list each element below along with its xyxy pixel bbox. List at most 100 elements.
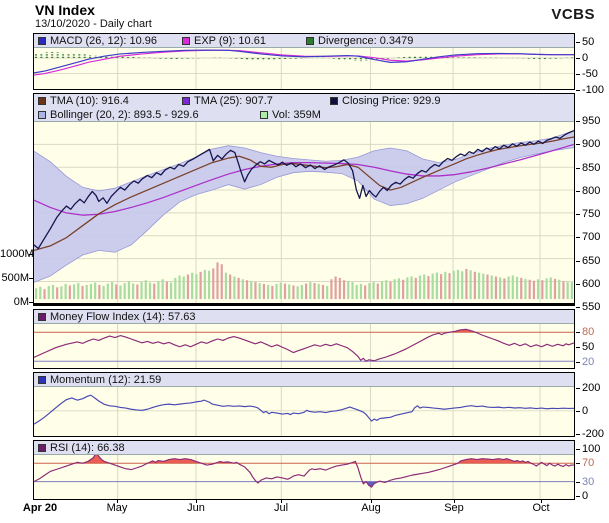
legend-item: TMA (25): 907.7 (182, 94, 273, 108)
y-axis-tick-label: 80 (582, 326, 595, 338)
y-axis-tick (576, 42, 580, 43)
y-axis-tick-label: 70 (582, 457, 595, 469)
y-axis-tick (576, 74, 580, 75)
page-title: VN Index (35, 2, 95, 18)
legend-separator (34, 121, 574, 122)
mfi-legend: Money Flow Index (14): 57.63 (34, 310, 574, 324)
legend-swatch-icon (38, 313, 46, 321)
price-legend: TMA (10): 916.4 TMA (25): 907.7 Closing Pr… (34, 94, 574, 108)
legend-swatch-icon (260, 111, 268, 119)
y-axis-tick-label: -100 (582, 84, 605, 96)
y-axis-tick-label: 0 (582, 52, 589, 64)
y-axis-tick (576, 482, 580, 483)
y-axis-tick (576, 434, 580, 435)
y-axis-tick-label: 700 (582, 231, 601, 243)
legend-label: Money Flow Index (14): 57.63 (50, 311, 196, 323)
y-axis-tick-label: 30 (582, 476, 595, 488)
y-axis-tick (576, 411, 580, 412)
x-axis-tick (117, 500, 118, 503)
x-axis-tick (196, 500, 197, 503)
y-axis-tick (576, 168, 580, 169)
x-axis-tick (281, 500, 282, 503)
y-axis-tick-label: -200 (582, 428, 605, 440)
legend-label: Momentum (12): 21.59 (50, 374, 162, 386)
x-axis-label: Oct (532, 502, 550, 514)
y-axis-tick-label: 650 (582, 255, 601, 267)
legend-item: Closing Price: 929.9 (330, 94, 440, 108)
macd-panel: MACD (26, 12): 10.96 EXP (9): 10.61 Diverg… (33, 33, 575, 90)
y-axis-tick-label: 850 (582, 162, 601, 174)
y-axis-tick (576, 463, 580, 464)
y-axis-tick (576, 388, 580, 389)
legend-swatch-icon (38, 444, 46, 452)
legend-label: Divergence: 0.3479 (318, 35, 414, 47)
y-axis-tick-label: 950 (582, 115, 601, 127)
x-axis-label: Jun (187, 502, 205, 514)
y-axis-tick (576, 144, 580, 145)
momentum-plot[interactable] (34, 373, 574, 436)
chart-subtitle: 13/10/2020 - Daily chart (35, 18, 152, 30)
legend-label: TMA (10): 916.4 (50, 95, 129, 107)
y-axis-tick-label: 200 (582, 382, 601, 394)
legend-item: Bollinger (20, 2): 893.5 - 929.6 (38, 108, 199, 122)
y-axis-tick-label: 50 (582, 36, 595, 48)
x-axis-label: Jul (273, 502, 289, 514)
y-axis-tick (576, 261, 580, 262)
price-plot[interactable] (34, 94, 574, 303)
momentum-legend: Momentum (12): 21.59 (34, 373, 574, 387)
y-axis-tick (576, 237, 580, 238)
y-axis-tick (576, 362, 580, 363)
rsi-panel: RSI (14): 66.38 (33, 440, 575, 500)
legend-separator (34, 454, 574, 455)
legend-item: Momentum (12): 21.59 (38, 373, 161, 387)
legend-label: Closing Price: 929.9 (342, 95, 441, 107)
volume-axis-tick (29, 278, 33, 279)
legend-separator (34, 47, 574, 48)
legend-label: EXP (9): 10.61 (194, 35, 266, 47)
volume-axis-tick (29, 302, 33, 303)
legend-label: Bollinger (20, 2): 893.5 - 929.6 (50, 109, 199, 121)
y-axis-tick-label: 800 (582, 185, 601, 197)
y-axis-tick (576, 496, 580, 497)
rsi-plot[interactable] (34, 441, 574, 499)
x-axis-label: Aug (361, 502, 381, 514)
x-axis-label: Sep (444, 502, 464, 514)
y-axis-tick (576, 284, 580, 285)
x-axis-tick (541, 500, 542, 503)
y-axis-tick-label: 550 (582, 301, 601, 313)
y-axis-tick (576, 332, 580, 333)
y-axis-tick (576, 191, 580, 192)
legend-item: RSI (14): 66.38 (38, 441, 125, 455)
legend-swatch-icon (38, 376, 46, 384)
y-axis-tick (576, 449, 580, 450)
mfi-panel: Money Flow Index (14): 57.63 (33, 309, 575, 369)
y-axis-tick-label: 20 (582, 356, 595, 368)
volume-axis-label: 1000M (0, 248, 34, 260)
x-axis-label: May (106, 502, 128, 514)
legend-swatch-icon (306, 37, 314, 45)
mfi-plot[interactable] (34, 310, 574, 368)
rsi-legend: RSI (14): 66.38 (34, 441, 574, 455)
macd-legend: MACD (26, 12): 10.96 EXP (9): 10.61 Diverg… (34, 34, 574, 48)
momentum-panel: Momentum (12): 21.59 (33, 372, 575, 437)
legend-item: EXP (9): 10.61 (182, 34, 266, 48)
y-axis-tick (576, 347, 580, 348)
legend-item: Vol: 359M (260, 108, 321, 122)
legend-label: RSI (14): 66.38 (50, 442, 125, 454)
y-axis-tick (576, 307, 580, 308)
y-axis-tick-label: 0 (582, 405, 589, 417)
y-axis-tick-label: 50 (582, 341, 595, 353)
brand-logo: VCBS (551, 6, 595, 23)
volume-axis-tick (29, 254, 33, 255)
legend-separator (34, 386, 574, 387)
y-axis-tick (576, 214, 580, 215)
legend-label: TMA (25): 907.7 (194, 95, 273, 107)
legend-swatch-icon (38, 111, 46, 119)
macd-plot[interactable] (34, 34, 574, 89)
price-panel: TMA (10): 916.4 TMA (25): 907.7 Closing Pr… (33, 93, 575, 306)
y-axis-tick (576, 58, 580, 59)
y-axis-tick-label: 0 (582, 490, 589, 502)
legend-separator (34, 323, 574, 324)
legend-item: Divergence: 0.3479 (306, 34, 413, 48)
price-legend: Bollinger (20, 2): 893.5 - 929.6 Vol: 359… (34, 108, 574, 122)
